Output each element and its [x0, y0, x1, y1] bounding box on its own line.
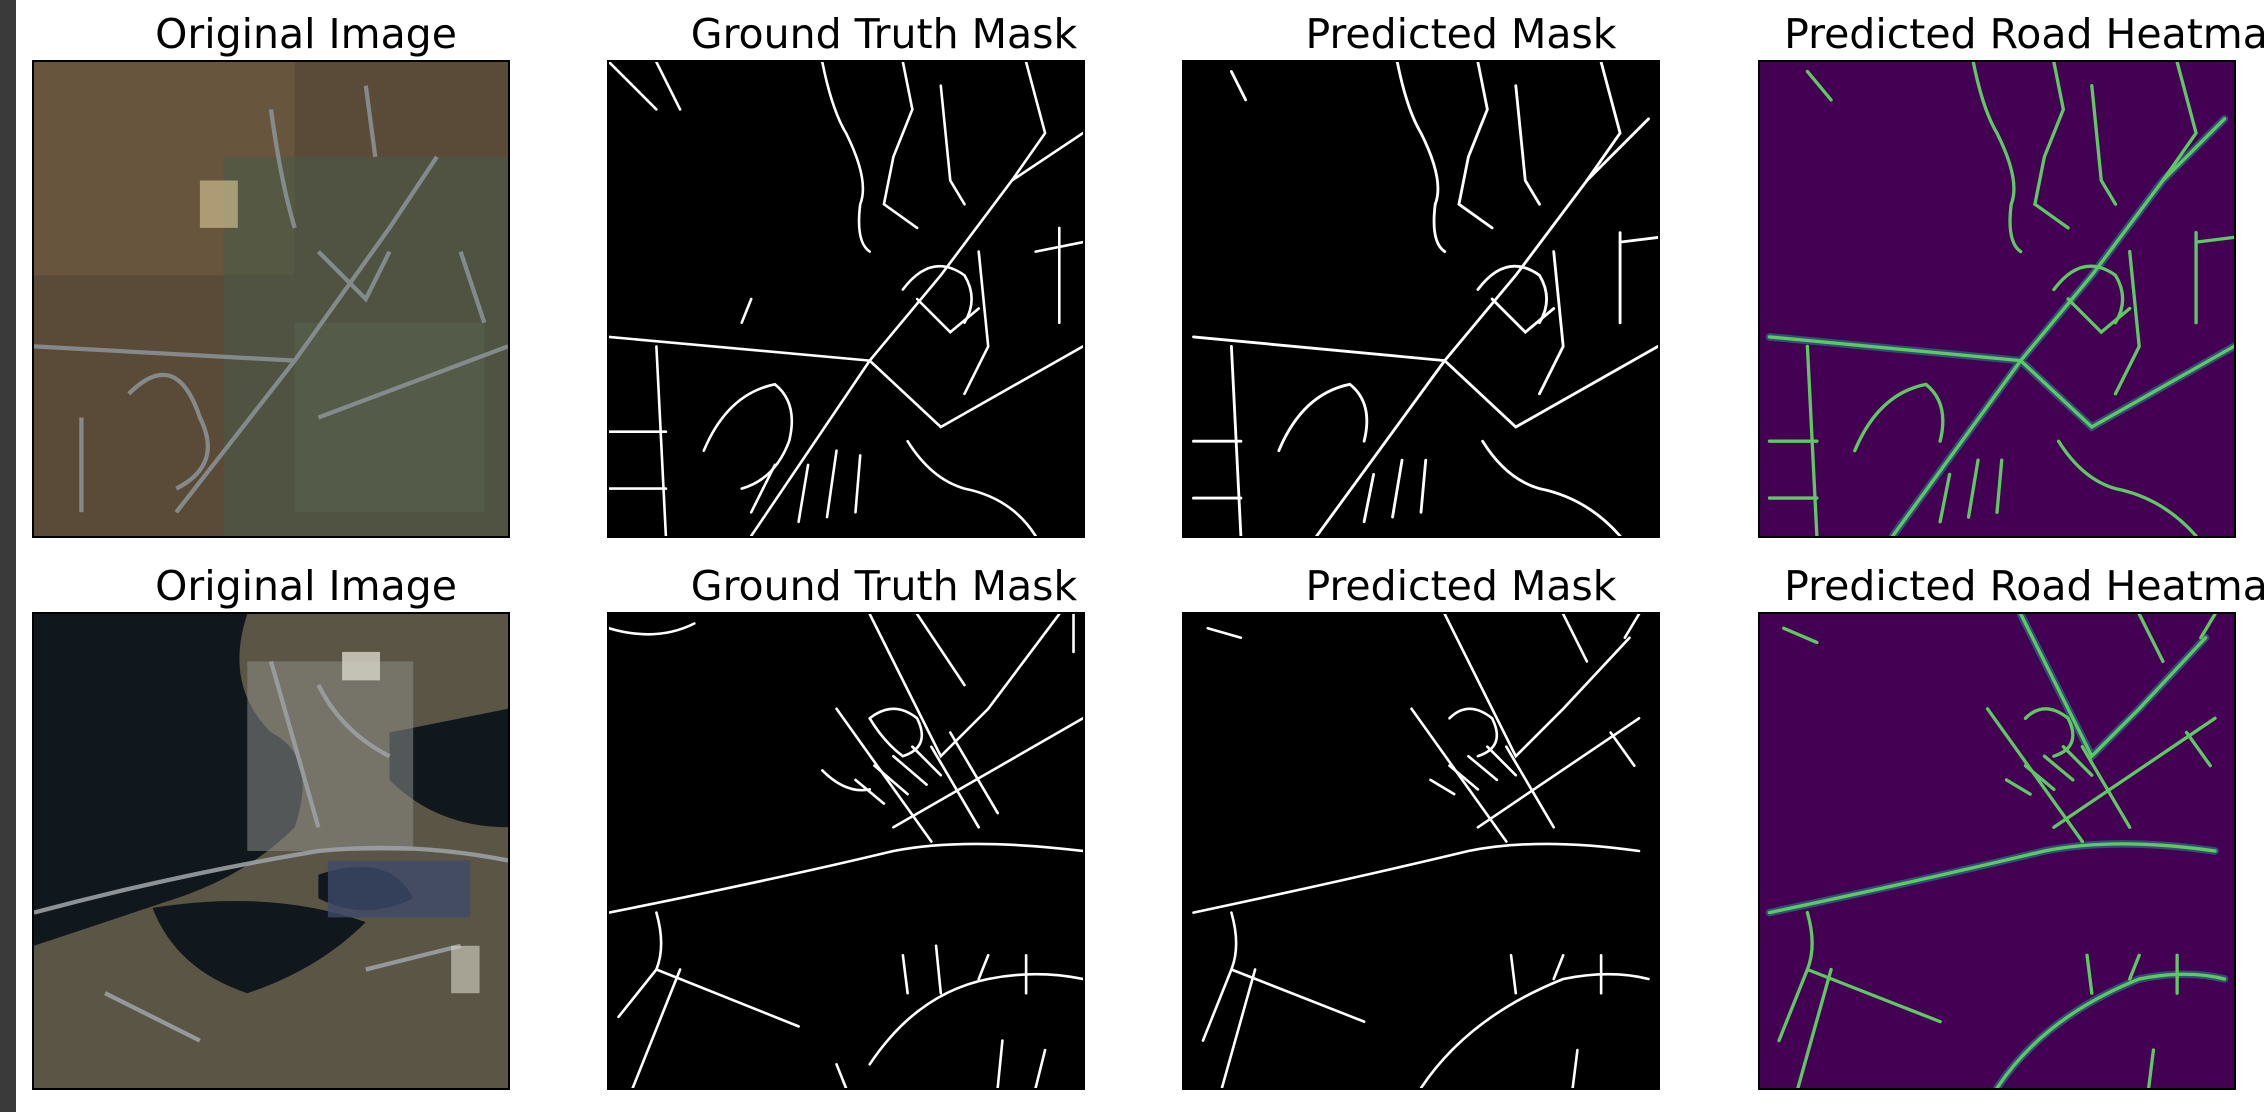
road-mask	[1184, 62, 1658, 536]
road-mask	[609, 614, 1083, 1088]
heatmap-r1	[1758, 60, 2236, 538]
heatmap	[1760, 62, 2234, 536]
title-heatmap-r1: Predicted Road Heatmap	[1784, 10, 2264, 58]
title-original-r1: Original Image	[155, 10, 457, 58]
figure: Original Image Ground Truth Mask Predict…	[16, 0, 2264, 1112]
gt-mask-r2	[607, 612, 1085, 1090]
road-mask	[1184, 614, 1658, 1088]
gt-mask-r1	[607, 60, 1085, 538]
original-image-r1	[32, 60, 510, 538]
road-mask	[609, 62, 1083, 536]
title-original-r2: Original Image	[155, 562, 457, 610]
heatmap-r2	[1758, 612, 2236, 1090]
title-heatmap-r2: Predicted Road Heatmap	[1784, 562, 2264, 610]
title-pred-r1: Predicted Mask	[1305, 10, 1617, 58]
original-image-r2	[32, 612, 510, 1090]
title-pred-r2: Predicted Mask	[1305, 562, 1617, 610]
aerial-image	[34, 62, 508, 536]
title-gt-r1: Ground Truth Mask	[690, 10, 1078, 58]
predicted-mask-r1	[1182, 60, 1660, 538]
predicted-mask-r2	[1182, 612, 1660, 1090]
title-gt-r2: Ground Truth Mask	[690, 562, 1078, 610]
aerial-image	[34, 614, 508, 1088]
heatmap	[1760, 614, 2234, 1088]
